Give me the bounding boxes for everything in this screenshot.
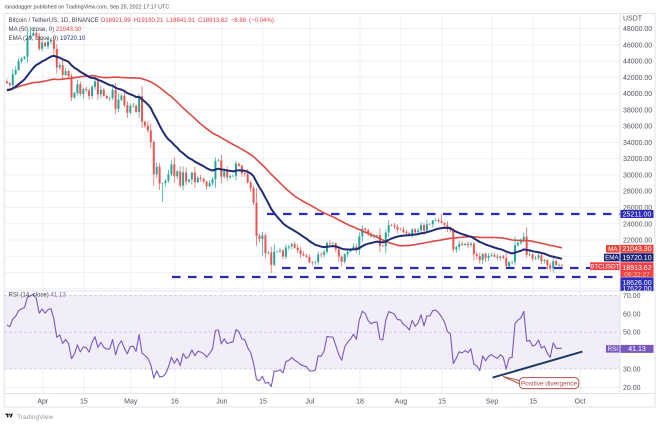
svg-text:15: 15 [259, 399, 267, 406]
svg-text:MA: MA [608, 246, 618, 253]
svg-text:Sep: Sep [486, 399, 499, 406]
svg-text:RSI: RSI [608, 346, 619, 353]
svg-text:USDT: USDT [623, 16, 643, 23]
svg-text:19720.10: 19720.10 [622, 255, 651, 262]
svg-text:20.00: 20.00 [623, 385, 641, 392]
svg-text:Apr: Apr [37, 399, 49, 406]
svg-text:May: May [124, 399, 138, 406]
svg-text:28000.00: 28000.00 [623, 189, 652, 196]
svg-text:Aug: Aug [395, 399, 408, 406]
svg-text:40000.00: 40000.00 [623, 91, 652, 98]
svg-text:26000.00: 26000.00 [623, 205, 652, 212]
svg-text:25211.00: 25211.00 [623, 211, 652, 218]
svg-text:Oct: Oct [575, 399, 586, 406]
svg-text:21043.30: 21043.30 [622, 246, 651, 253]
svg-text:Jun: Jun [216, 399, 227, 406]
svg-text:42000.00: 42000.00 [623, 75, 652, 82]
svg-text:15: 15 [80, 399, 88, 406]
svg-text:Jul: Jul [305, 399, 314, 406]
svg-text:MA (50, close, 0) 21043.30: MA (50, close, 0) 21043.30 [9, 26, 82, 33]
svg-text:24000.00: 24000.00 [623, 221, 652, 228]
svg-text:38000.00: 38000.00 [623, 107, 652, 114]
svg-text:32000.00: 32000.00 [623, 156, 652, 163]
svg-text:22000.00: 22000.00 [623, 238, 652, 245]
svg-text:30.00: 30.00 [623, 367, 641, 374]
svg-text:41.13: 41.13 [628, 346, 646, 353]
svg-text:36000.00: 36000.00 [623, 124, 652, 131]
svg-text:30000.00: 30000.00 [623, 173, 652, 180]
svg-text:60.00: 60.00 [623, 311, 641, 318]
svg-text:EMA (20, close, 0) 19720.10: EMA (20, close, 0) 19720.10 [9, 35, 87, 42]
svg-text:44000.00: 44000.00 [623, 59, 652, 66]
svg-text:TradingView: TradingView [17, 414, 54, 421]
svg-text:06:22:27: 06:22:27 [624, 271, 650, 278]
svg-text:50.00: 50.00 [623, 330, 641, 337]
svg-text:16: 16 [171, 399, 179, 406]
svg-text:BTCUSDT: BTCUSDT [590, 263, 619, 270]
svg-text:18913.62: 18913.62 [622, 265, 651, 272]
svg-text:34000.00: 34000.00 [623, 140, 652, 147]
svg-text:ranadagger published on Tradin: ranadagger published on TradingView.com,… [5, 5, 170, 11]
svg-text:EMA: EMA [605, 255, 619, 262]
svg-text:15: 15 [438, 399, 446, 406]
svg-text:18626.00: 18626.00 [622, 280, 651, 287]
svg-text:Bitcoin / TetherUS, 1D, BINANC: Bitcoin / TetherUS, 1D, BINANCE O18921.9… [9, 17, 274, 24]
svg-text:Positive divergence: Positive divergence [521, 380, 578, 387]
svg-text:48000.00: 48000.00 [623, 26, 652, 33]
svg-text:46000.00: 46000.00 [623, 42, 652, 49]
svg-text:70.00: 70.00 [623, 293, 641, 300]
svg-text:17622.00: 17622.00 [622, 286, 651, 293]
svg-text:15: 15 [529, 399, 537, 406]
svg-text:18: 18 [356, 399, 364, 406]
svg-text:RSI (14, close) 41.13: RSI (14, close) 41.13 [9, 291, 67, 298]
